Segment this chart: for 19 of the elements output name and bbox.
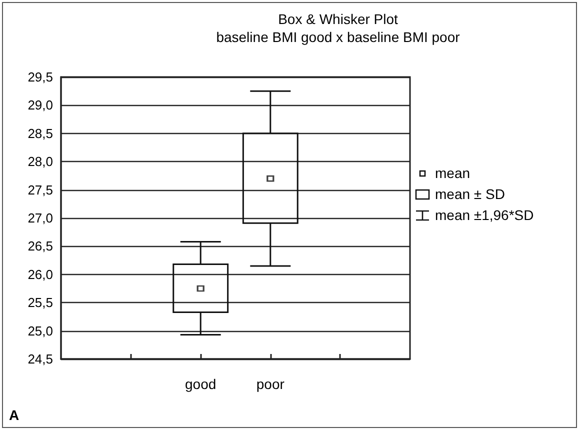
y-tick-label: 28,0 xyxy=(28,154,53,170)
x-tick-label: poor xyxy=(256,376,285,392)
y-tick-label: 25,5 xyxy=(28,295,53,310)
y-tick-label: 25,0 xyxy=(28,323,53,338)
y-tick-label: 27,0 xyxy=(28,210,53,226)
text: A xyxy=(9,407,20,423)
text: mean ± SD xyxy=(434,185,506,204)
y-tick-label: 26,5 xyxy=(28,238,53,254)
x-tick-label: good xyxy=(185,376,216,392)
text: mean xyxy=(434,164,472,183)
chart-title: Box & Whisker Plot xyxy=(278,11,398,27)
y-tick-label: 29,0 xyxy=(28,98,53,113)
y-tick-label: 27,5 xyxy=(28,182,53,198)
y-tick-label: 28,5 xyxy=(28,126,53,141)
y-tick-label: 24,5 xyxy=(28,352,53,366)
y-tick-label: 26,0 xyxy=(28,266,53,282)
chart-subtitle: baseline BMI good x baseline BMI poor xyxy=(216,29,460,45)
text: mean ±1,96*SD xyxy=(434,206,534,225)
y-tick-label: 29,5 xyxy=(28,70,53,84)
